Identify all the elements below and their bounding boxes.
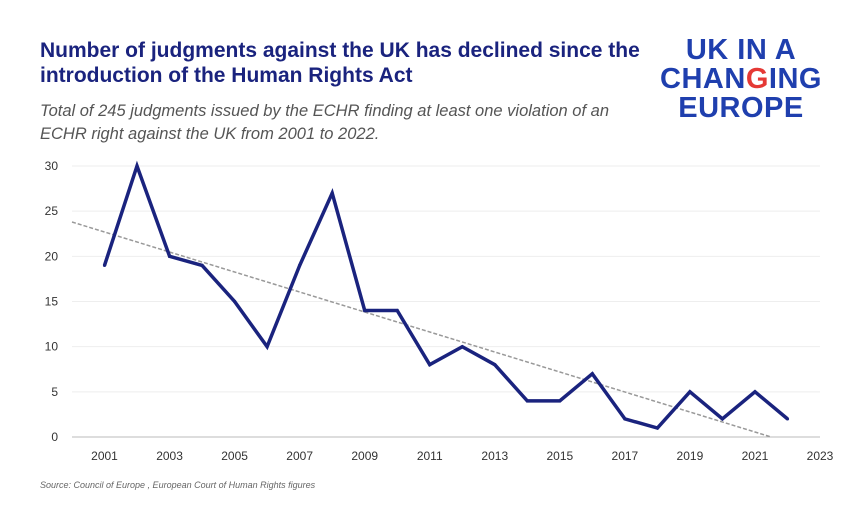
data-point-2008 bbox=[330, 191, 334, 195]
x-tick-label: 2017 bbox=[612, 449, 639, 463]
series-line-judgments bbox=[102, 160, 789, 430]
y-tick-label: 20 bbox=[45, 249, 59, 263]
x-tick-label: 2021 bbox=[742, 449, 769, 463]
data-point-2017 bbox=[623, 417, 627, 421]
x-tick-label: 2011 bbox=[417, 449, 443, 463]
data-point-2006 bbox=[265, 345, 269, 349]
data-point-2009 bbox=[363, 308, 367, 313]
x-axis-ticks: 2001 2003 2005 2007 2009 2011 2013 2015 2017 2019… bbox=[91, 449, 833, 463]
data-point-2020 bbox=[720, 417, 725, 421]
data-point-2010 bbox=[395, 308, 399, 313]
data-point-2011 bbox=[428, 363, 432, 367]
data-point-2022 bbox=[785, 417, 790, 421]
trend-line bbox=[71, 221, 772, 438]
y-tick-label: 10 bbox=[45, 340, 59, 354]
data-point-2003 bbox=[167, 254, 172, 258]
y-tick-label: 25 bbox=[45, 204, 59, 218]
y-tick-label: 30 bbox=[45, 159, 59, 173]
data-point-2018 bbox=[655, 426, 659, 430]
data-point-2021 bbox=[753, 390, 757, 394]
data-point-2005 bbox=[233, 299, 237, 304]
y-axis-ticks: 0 5 10 15 20 25 30 bbox=[45, 159, 59, 444]
data-point-2007 bbox=[298, 263, 302, 267]
y-tick-label: 15 bbox=[45, 295, 59, 309]
data-points bbox=[102, 164, 790, 430]
data-point-2002 bbox=[135, 164, 139, 168]
x-tick-label: 2023 bbox=[807, 449, 834, 463]
data-point-2016 bbox=[590, 372, 594, 376]
data-point-2004 bbox=[200, 263, 204, 267]
x-tick-label: 2013 bbox=[481, 449, 508, 463]
data-point-2012 bbox=[460, 345, 464, 349]
data-point-2015 bbox=[558, 399, 562, 403]
logo-line-1: UK IN A bbox=[685, 34, 797, 66]
logo-accent-letter: G bbox=[745, 63, 769, 95]
y-tick-label: 5 bbox=[51, 385, 58, 399]
logo-line-2-part-1: CHAN bbox=[660, 63, 746, 95]
logo-line-2: CHANGING bbox=[646, 65, 836, 94]
x-tick-label: 2009 bbox=[351, 449, 378, 463]
x-tick-label: 2003 bbox=[156, 449, 183, 463]
data-point-2013 bbox=[493, 363, 497, 367]
logo-line-2-part-2: ING bbox=[768, 63, 822, 95]
data-point-2001 bbox=[102, 263, 107, 267]
chart-title: Number of judgments against the UK has d… bbox=[40, 39, 640, 87]
x-tick-label: 2007 bbox=[286, 449, 313, 463]
data-point-2014 bbox=[525, 399, 529, 403]
x-tick-label: 2015 bbox=[546, 449, 573, 463]
gridlines bbox=[72, 165, 820, 393]
chart-subtitle: Total of 245 judgments issued by the ECH… bbox=[40, 102, 609, 143]
y-tick-label: 0 bbox=[51, 430, 58, 444]
data-point-2019 bbox=[688, 390, 692, 394]
x-tick-label: 2019 bbox=[677, 449, 704, 463]
logo-line-3: EUROPE bbox=[678, 92, 804, 124]
source-note: Source: Council of Europe , European Cou… bbox=[40, 480, 316, 490]
uk-in-a-changing-europe-logo: UK IN A CHANGING EUROPE bbox=[646, 36, 836, 123]
x-tick-label: 2001 bbox=[91, 449, 118, 463]
x-tick-label: 2005 bbox=[221, 449, 248, 463]
